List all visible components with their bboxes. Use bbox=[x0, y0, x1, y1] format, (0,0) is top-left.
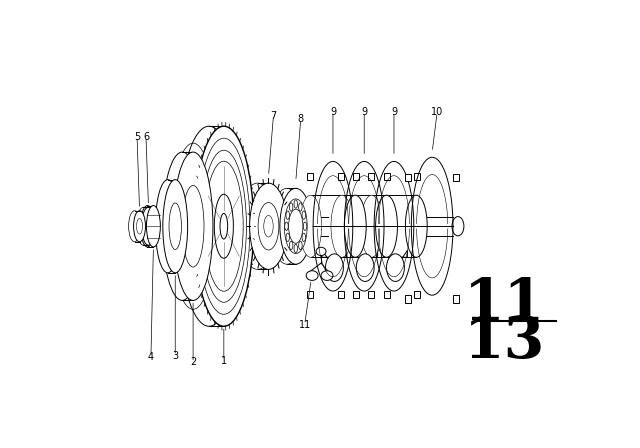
Text: 5: 5 bbox=[134, 132, 140, 142]
Text: 10: 10 bbox=[431, 108, 444, 117]
FancyBboxPatch shape bbox=[414, 291, 420, 298]
Text: 1: 1 bbox=[221, 356, 227, 366]
Text: 3: 3 bbox=[172, 351, 179, 361]
Ellipse shape bbox=[156, 180, 180, 273]
FancyBboxPatch shape bbox=[453, 174, 460, 181]
Ellipse shape bbox=[299, 203, 302, 211]
Ellipse shape bbox=[285, 222, 288, 230]
FancyBboxPatch shape bbox=[339, 291, 344, 298]
Text: 7: 7 bbox=[270, 111, 276, 121]
Ellipse shape bbox=[163, 152, 202, 301]
FancyBboxPatch shape bbox=[339, 172, 344, 180]
Text: 2: 2 bbox=[190, 358, 196, 367]
FancyBboxPatch shape bbox=[353, 291, 359, 298]
Ellipse shape bbox=[136, 207, 150, 245]
Ellipse shape bbox=[302, 233, 305, 241]
Text: 8: 8 bbox=[298, 114, 304, 124]
Ellipse shape bbox=[280, 188, 312, 264]
Ellipse shape bbox=[286, 233, 289, 241]
Ellipse shape bbox=[264, 215, 273, 237]
FancyBboxPatch shape bbox=[307, 172, 313, 180]
Ellipse shape bbox=[300, 195, 321, 257]
Ellipse shape bbox=[163, 180, 188, 273]
FancyBboxPatch shape bbox=[384, 172, 390, 180]
Polygon shape bbox=[353, 250, 378, 261]
Ellipse shape bbox=[284, 199, 307, 254]
Ellipse shape bbox=[452, 216, 464, 236]
Ellipse shape bbox=[141, 207, 156, 245]
Text: 11: 11 bbox=[463, 276, 545, 332]
Ellipse shape bbox=[205, 161, 243, 291]
Ellipse shape bbox=[258, 202, 279, 250]
FancyBboxPatch shape bbox=[384, 291, 390, 298]
Ellipse shape bbox=[294, 244, 298, 253]
FancyBboxPatch shape bbox=[405, 295, 412, 303]
Ellipse shape bbox=[289, 241, 293, 250]
Text: 9: 9 bbox=[391, 108, 397, 117]
FancyBboxPatch shape bbox=[414, 172, 420, 180]
Ellipse shape bbox=[299, 241, 302, 250]
Ellipse shape bbox=[316, 247, 326, 255]
Ellipse shape bbox=[294, 200, 298, 208]
Ellipse shape bbox=[302, 211, 305, 220]
Ellipse shape bbox=[220, 213, 228, 239]
Ellipse shape bbox=[141, 206, 154, 247]
Ellipse shape bbox=[173, 152, 213, 301]
Ellipse shape bbox=[344, 195, 366, 257]
Ellipse shape bbox=[376, 195, 397, 257]
Ellipse shape bbox=[134, 211, 145, 242]
Ellipse shape bbox=[214, 194, 234, 258]
Ellipse shape bbox=[271, 188, 303, 264]
Ellipse shape bbox=[198, 138, 250, 314]
Text: 4: 4 bbox=[148, 352, 154, 362]
Text: 11: 11 bbox=[299, 319, 311, 330]
Polygon shape bbox=[383, 250, 408, 261]
Ellipse shape bbox=[331, 195, 353, 257]
FancyBboxPatch shape bbox=[453, 295, 460, 303]
FancyBboxPatch shape bbox=[368, 291, 374, 298]
Ellipse shape bbox=[306, 271, 318, 280]
Ellipse shape bbox=[194, 126, 253, 326]
Ellipse shape bbox=[289, 203, 293, 211]
Ellipse shape bbox=[286, 211, 289, 220]
Ellipse shape bbox=[169, 203, 181, 250]
Ellipse shape bbox=[356, 254, 374, 281]
Ellipse shape bbox=[239, 183, 276, 269]
Ellipse shape bbox=[201, 150, 246, 302]
FancyBboxPatch shape bbox=[368, 172, 374, 180]
Ellipse shape bbox=[289, 209, 303, 243]
Text: 9: 9 bbox=[361, 108, 367, 117]
Ellipse shape bbox=[405, 195, 428, 257]
Ellipse shape bbox=[326, 254, 344, 281]
Ellipse shape bbox=[321, 271, 333, 280]
Ellipse shape bbox=[129, 211, 141, 242]
FancyBboxPatch shape bbox=[405, 174, 412, 181]
Text: 6: 6 bbox=[143, 132, 149, 142]
Polygon shape bbox=[322, 250, 347, 261]
Text: 13: 13 bbox=[463, 314, 545, 370]
Ellipse shape bbox=[361, 195, 383, 257]
FancyBboxPatch shape bbox=[353, 172, 359, 180]
Ellipse shape bbox=[387, 254, 404, 281]
Ellipse shape bbox=[250, 183, 287, 269]
FancyBboxPatch shape bbox=[307, 291, 313, 298]
Ellipse shape bbox=[147, 206, 161, 247]
Text: 9: 9 bbox=[330, 108, 336, 117]
Ellipse shape bbox=[179, 126, 239, 326]
Ellipse shape bbox=[182, 185, 204, 267]
Ellipse shape bbox=[136, 219, 143, 234]
Ellipse shape bbox=[303, 222, 307, 230]
